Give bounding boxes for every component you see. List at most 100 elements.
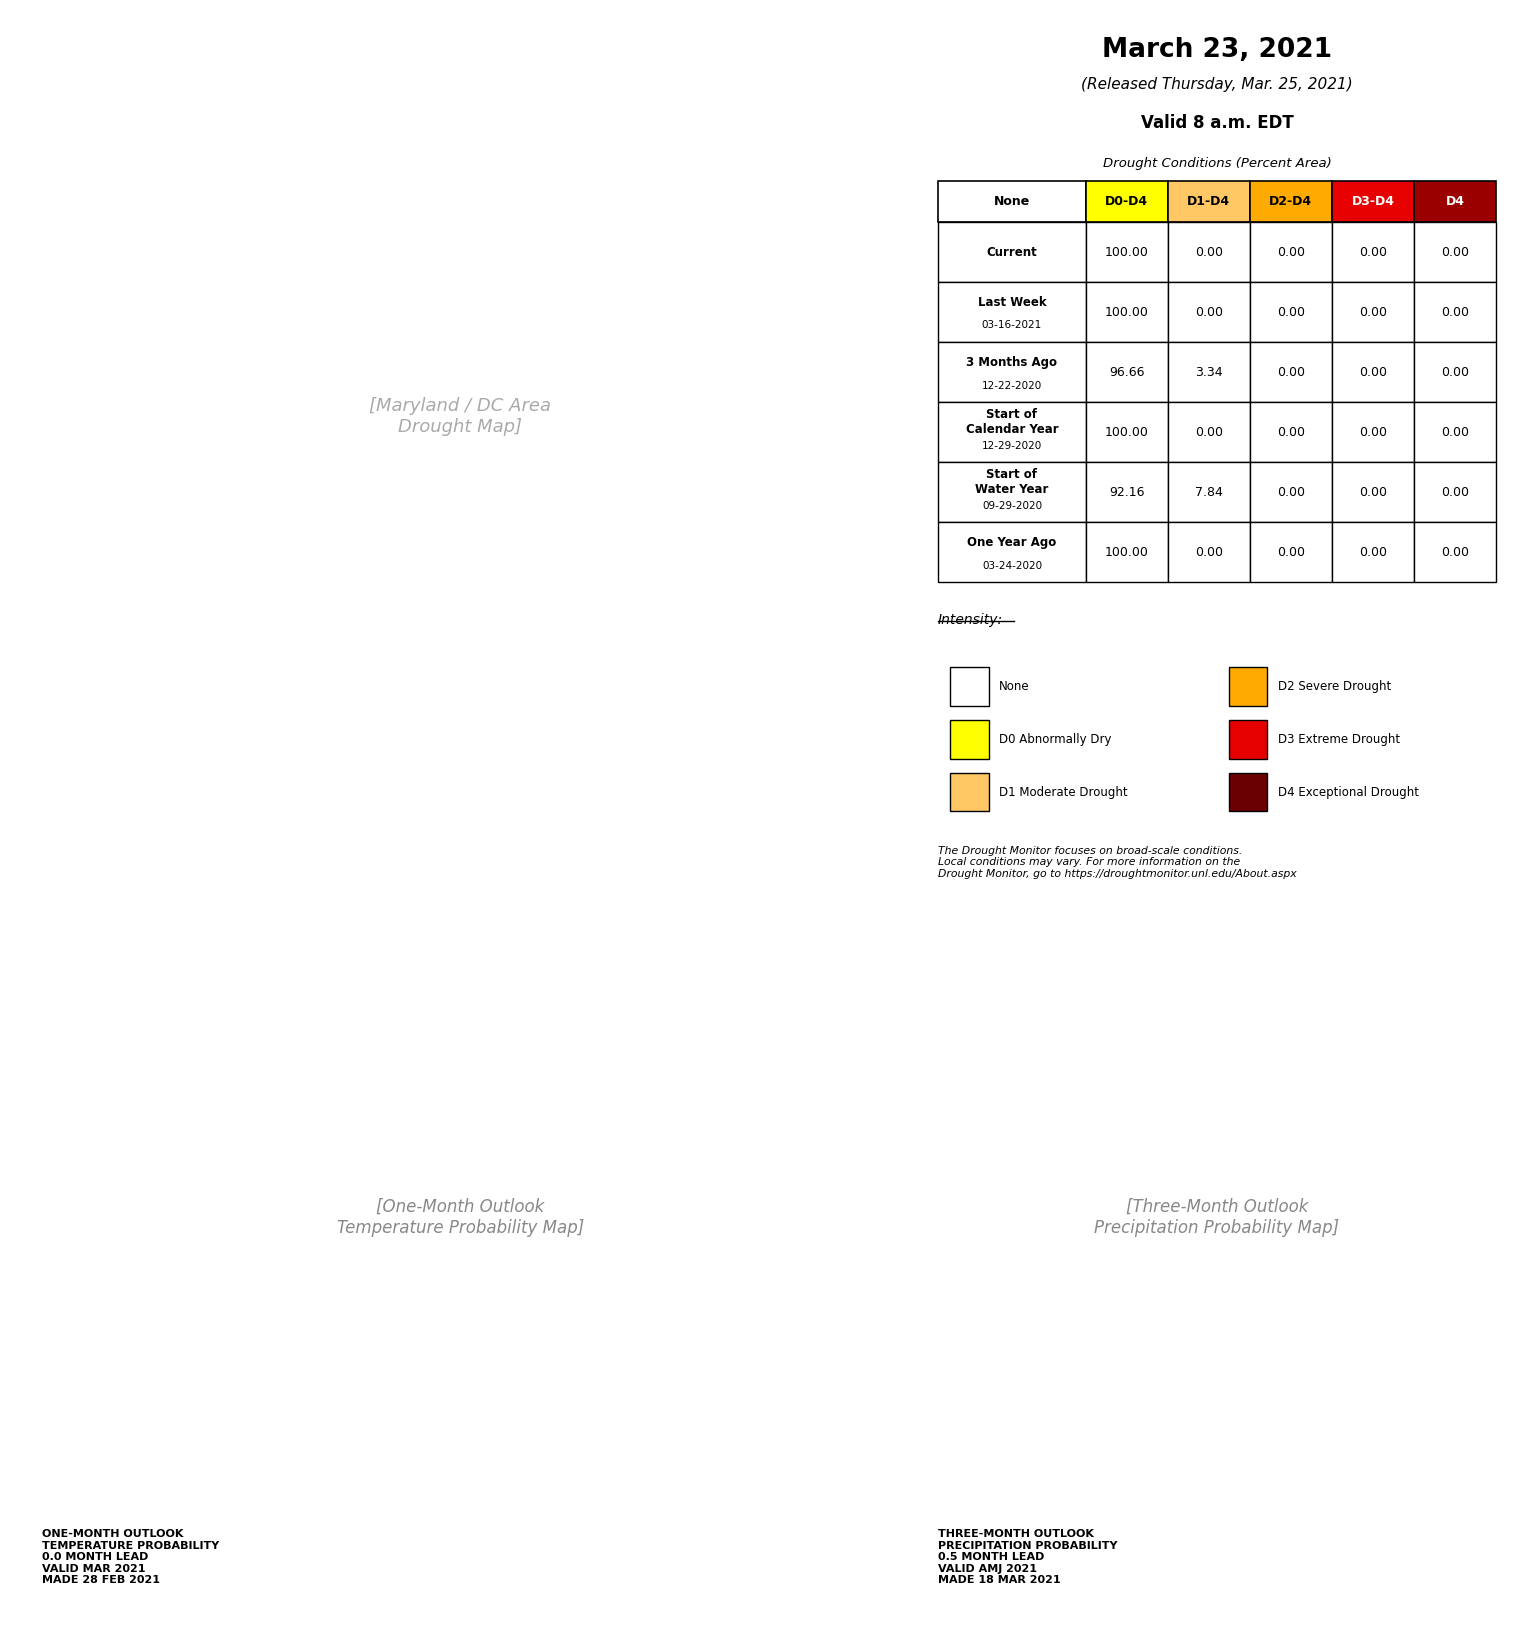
Text: 0.00: 0.00 [1277, 305, 1304, 318]
Text: 0.00: 0.00 [1277, 485, 1304, 498]
Bar [1332, 342, 1414, 403]
Bar [950, 772, 989, 812]
Text: 12-22-2020: 12-22-2020 [982, 381, 1043, 391]
Bar [1414, 342, 1495, 403]
Bar [1249, 223, 1332, 282]
Text: Start of
Calendar Year: Start of Calendar Year [966, 408, 1058, 436]
Bar [939, 462, 1086, 523]
Text: [Three-Month Outlook
Precipitation Probability Map]: [Three-Month Outlook Precipitation Proba… [1095, 1198, 1339, 1236]
Bar [1414, 462, 1495, 523]
Text: 03-24-2020: 03-24-2020 [982, 561, 1043, 571]
Text: 0.00: 0.00 [1359, 305, 1387, 318]
Text: 7.84: 7.84 [1196, 485, 1223, 498]
Text: Last Week: Last Week [977, 295, 1046, 309]
Text: 0.00: 0.00 [1359, 366, 1387, 380]
Text: 0.00: 0.00 [1277, 246, 1304, 259]
Bar [1168, 523, 1249, 582]
Text: 100.00: 100.00 [1105, 546, 1148, 559]
Text: 0.00: 0.00 [1440, 246, 1469, 259]
Text: 0.00: 0.00 [1440, 426, 1469, 439]
Text: 0.00: 0.00 [1194, 426, 1223, 439]
Text: Intensity:: Intensity: [939, 612, 1003, 627]
Text: [One-Month Outlook
Temperature Probability Map]: [One-Month Outlook Temperature Probabili… [336, 1198, 584, 1236]
Bar [950, 719, 989, 759]
Text: D3-D4: D3-D4 [1352, 195, 1394, 208]
Bar [1086, 342, 1168, 403]
Bar [1249, 403, 1332, 462]
Bar [939, 523, 1086, 582]
Text: [Maryland / DC Area
Drought Map]: [Maryland / DC Area Drought Map] [370, 398, 552, 436]
Bar [939, 223, 1086, 282]
Text: 100.00: 100.00 [1105, 246, 1148, 259]
Text: 0.00: 0.00 [1440, 366, 1469, 380]
Bar [1168, 403, 1249, 462]
Bar [1332, 180, 1414, 223]
Text: Current: Current [986, 246, 1037, 259]
Bar [1168, 462, 1249, 523]
Text: None: None [994, 195, 1031, 208]
Bar [1168, 180, 1249, 223]
Text: D2-D4: D2-D4 [1269, 195, 1312, 208]
Text: 0.00: 0.00 [1194, 305, 1223, 318]
Text: 3 Months Ago: 3 Months Ago [966, 356, 1058, 368]
Bar [1229, 667, 1268, 706]
Text: 03-16-2021: 03-16-2021 [982, 320, 1043, 330]
Text: 0.00: 0.00 [1440, 305, 1469, 318]
Bar [1086, 180, 1168, 223]
Bar [1414, 223, 1495, 282]
Bar [1332, 403, 1414, 462]
Bar [1249, 180, 1332, 223]
Text: D4: D4 [1445, 195, 1465, 208]
Text: 0.00: 0.00 [1359, 485, 1387, 498]
Bar [939, 342, 1086, 403]
Text: THREE-MONTH OUTLOOK
PRECIPITATION PROBABILITY
0.5 MONTH LEAD
VALID AMJ 2021
MADE: THREE-MONTH OUTLOOK PRECIPITATION PROBAB… [939, 1530, 1118, 1586]
Text: 0.00: 0.00 [1194, 546, 1223, 559]
Text: 0.00: 0.00 [1359, 546, 1387, 559]
Text: 0.00: 0.00 [1277, 546, 1304, 559]
Text: 12-29-2020: 12-29-2020 [982, 441, 1043, 450]
Bar [1086, 523, 1168, 582]
Bar [1168, 282, 1249, 342]
Text: 09-29-2020: 09-29-2020 [982, 500, 1043, 510]
Bar [1168, 342, 1249, 403]
Text: ONE-MONTH OUTLOOK
TEMPERATURE PROBABILITY
0.0 MONTH LEAD
VALID MAR 2021
MADE 28 : ONE-MONTH OUTLOOK TEMPERATURE PROBABILIT… [41, 1530, 219, 1586]
Bar [1086, 403, 1168, 462]
Bar [1229, 772, 1268, 812]
Bar [1168, 223, 1249, 282]
Bar [939, 403, 1086, 462]
Text: 0.00: 0.00 [1277, 366, 1304, 380]
Bar [939, 282, 1086, 342]
Text: The Drought Monitor focuses on broad-scale conditions.
Local conditions may vary: The Drought Monitor focuses on broad-sca… [939, 846, 1297, 879]
Text: One Year Ago: One Year Ago [968, 536, 1057, 549]
Text: 0.00: 0.00 [1194, 246, 1223, 259]
Bar [1332, 223, 1414, 282]
Text: 0.00: 0.00 [1359, 246, 1387, 259]
Text: (Released Thursday, Mar. 25, 2021): (Released Thursday, Mar. 25, 2021) [1081, 76, 1353, 91]
Text: 0.00: 0.00 [1359, 426, 1387, 439]
Bar [1332, 282, 1414, 342]
Text: D1-D4: D1-D4 [1188, 195, 1231, 208]
Bar [1086, 282, 1168, 342]
Text: None: None [1000, 680, 1031, 693]
Bar [1414, 523, 1495, 582]
Bar [1249, 342, 1332, 403]
Text: D2 Severe Drought: D2 Severe Drought [1278, 680, 1391, 693]
Bar [1249, 462, 1332, 523]
Text: Drought Conditions (Percent Area): Drought Conditions (Percent Area) [1102, 157, 1332, 170]
Text: 0.00: 0.00 [1277, 426, 1304, 439]
Text: 92.16: 92.16 [1109, 485, 1145, 498]
Bar [1414, 282, 1495, 342]
Text: Valid 8 a.m. EDT: Valid 8 a.m. EDT [1141, 114, 1294, 132]
Bar [939, 180, 1086, 223]
Bar [950, 667, 989, 706]
Text: 0.00: 0.00 [1440, 485, 1469, 498]
Bar [1249, 523, 1332, 582]
Bar [1414, 403, 1495, 462]
Text: 96.66: 96.66 [1109, 366, 1145, 380]
Text: March 23, 2021: March 23, 2021 [1102, 36, 1332, 63]
Text: D0-D4: D0-D4 [1105, 195, 1148, 208]
Text: 3.34: 3.34 [1196, 366, 1223, 380]
Bar [1086, 462, 1168, 523]
Bar [1414, 180, 1495, 223]
Text: D4 Exceptional Drought: D4 Exceptional Drought [1278, 785, 1419, 799]
